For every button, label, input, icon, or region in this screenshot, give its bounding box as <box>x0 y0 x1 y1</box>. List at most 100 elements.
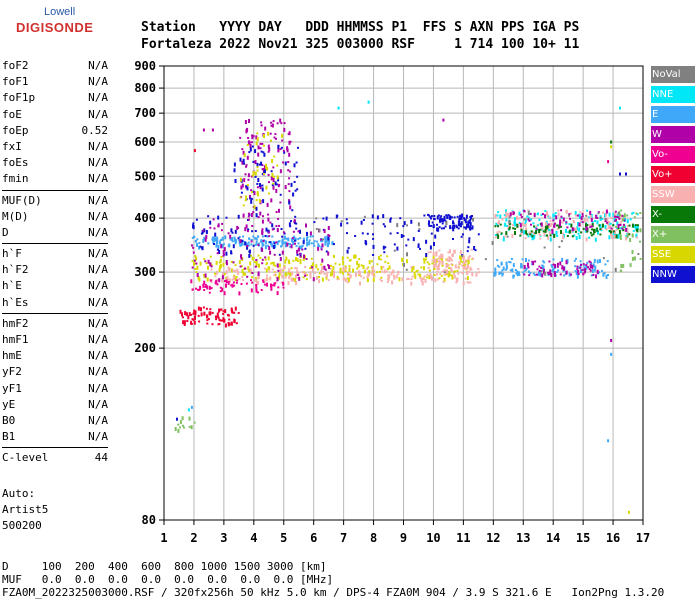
echo-point <box>628 233 631 236</box>
echo-point <box>588 260 591 263</box>
echo-point <box>461 213 464 218</box>
echo-point <box>555 230 558 235</box>
echo-point <box>428 220 430 225</box>
echo-point <box>276 280 278 283</box>
echo-point <box>286 242 289 247</box>
echo-point <box>248 253 251 258</box>
header-values: Fortaleza 2022 Nov21 325 003000 RSF 1 71… <box>141 37 580 52</box>
echo-point <box>294 274 297 279</box>
echo-point <box>260 161 263 166</box>
echo-point <box>193 235 195 238</box>
echo-point <box>436 227 439 232</box>
echo-point <box>522 271 525 274</box>
echo-point <box>306 241 309 244</box>
echo-point <box>294 215 297 218</box>
echo-point <box>563 274 566 277</box>
echo-point <box>614 267 617 272</box>
echo-point <box>325 216 328 221</box>
param-name: fmin <box>2 172 29 186</box>
echo-point <box>281 239 284 244</box>
echo-point <box>257 254 260 257</box>
echo-point <box>297 247 300 252</box>
echo-point <box>613 212 616 215</box>
echo-point <box>232 244 235 249</box>
echo-point <box>282 149 285 152</box>
echo-point <box>402 225 405 228</box>
echo-point <box>241 276 244 279</box>
auto-label: Auto: <box>2 487 36 500</box>
echo-point <box>247 178 250 181</box>
param-value: N/A <box>88 365 108 379</box>
echo-point <box>503 235 506 238</box>
echo-point <box>247 215 250 218</box>
echo-point <box>269 241 272 244</box>
echo-point <box>302 276 305 279</box>
echo-point <box>246 186 249 191</box>
echo-point <box>304 272 307 277</box>
echo-point <box>248 250 251 253</box>
echo-point <box>219 265 222 268</box>
echo-point <box>221 275 224 280</box>
echo-point <box>412 237 415 242</box>
echo-point <box>255 259 258 261</box>
echo-point <box>468 239 471 244</box>
echo-point <box>535 273 538 276</box>
echo-point <box>208 285 211 290</box>
echo-point <box>323 265 326 270</box>
echo-point <box>279 193 282 196</box>
echo-point <box>224 235 227 240</box>
echo-point <box>268 147 271 152</box>
echo-point <box>516 272 519 277</box>
echo-point <box>450 263 453 266</box>
echo-point <box>251 145 254 148</box>
echo-point <box>577 273 580 275</box>
echo-point <box>231 283 234 288</box>
echo-point <box>202 306 205 309</box>
echo-point <box>282 286 285 289</box>
echo-point <box>306 236 309 239</box>
echo-point <box>365 241 368 246</box>
echo-point <box>271 284 274 287</box>
echo-point <box>232 281 235 284</box>
echo-point <box>271 159 274 163</box>
echo-point <box>601 217 604 220</box>
echo-point <box>301 271 304 274</box>
echo-point <box>496 259 499 262</box>
echo-point <box>573 221 575 224</box>
echo-point <box>579 269 582 274</box>
echo-point <box>285 256 288 261</box>
echo-point <box>217 316 220 319</box>
echo-point <box>386 281 389 283</box>
echo-point <box>261 247 264 252</box>
echo-point <box>441 218 444 223</box>
echo-point <box>506 224 509 227</box>
echo-point <box>199 261 202 266</box>
echo-point <box>625 172 627 176</box>
echo-point <box>434 234 437 239</box>
echo-point <box>223 253 225 256</box>
echo-point <box>619 227 622 230</box>
echo-point <box>367 100 370 104</box>
echo-point <box>270 283 272 288</box>
param-name: h`Es <box>2 295 29 309</box>
echo-point <box>319 238 322 241</box>
echo-point <box>221 272 224 277</box>
echo-point <box>256 277 259 280</box>
param-value: N/A <box>88 295 108 309</box>
echo-point <box>296 253 299 256</box>
echo-point <box>279 169 282 174</box>
echo-point <box>245 282 248 285</box>
echo-point <box>267 266 270 269</box>
echo-point <box>540 270 543 273</box>
echo-point <box>632 229 635 232</box>
echo-point <box>527 262 529 267</box>
echo-point <box>614 235 617 238</box>
echo-point <box>615 216 618 218</box>
echo-point <box>612 212 615 217</box>
echo-point <box>511 211 514 216</box>
echo-point <box>513 212 515 214</box>
echo-point <box>265 277 268 281</box>
echo-point <box>332 254 335 257</box>
echo-point <box>246 127 249 132</box>
echo-point <box>451 270 454 272</box>
